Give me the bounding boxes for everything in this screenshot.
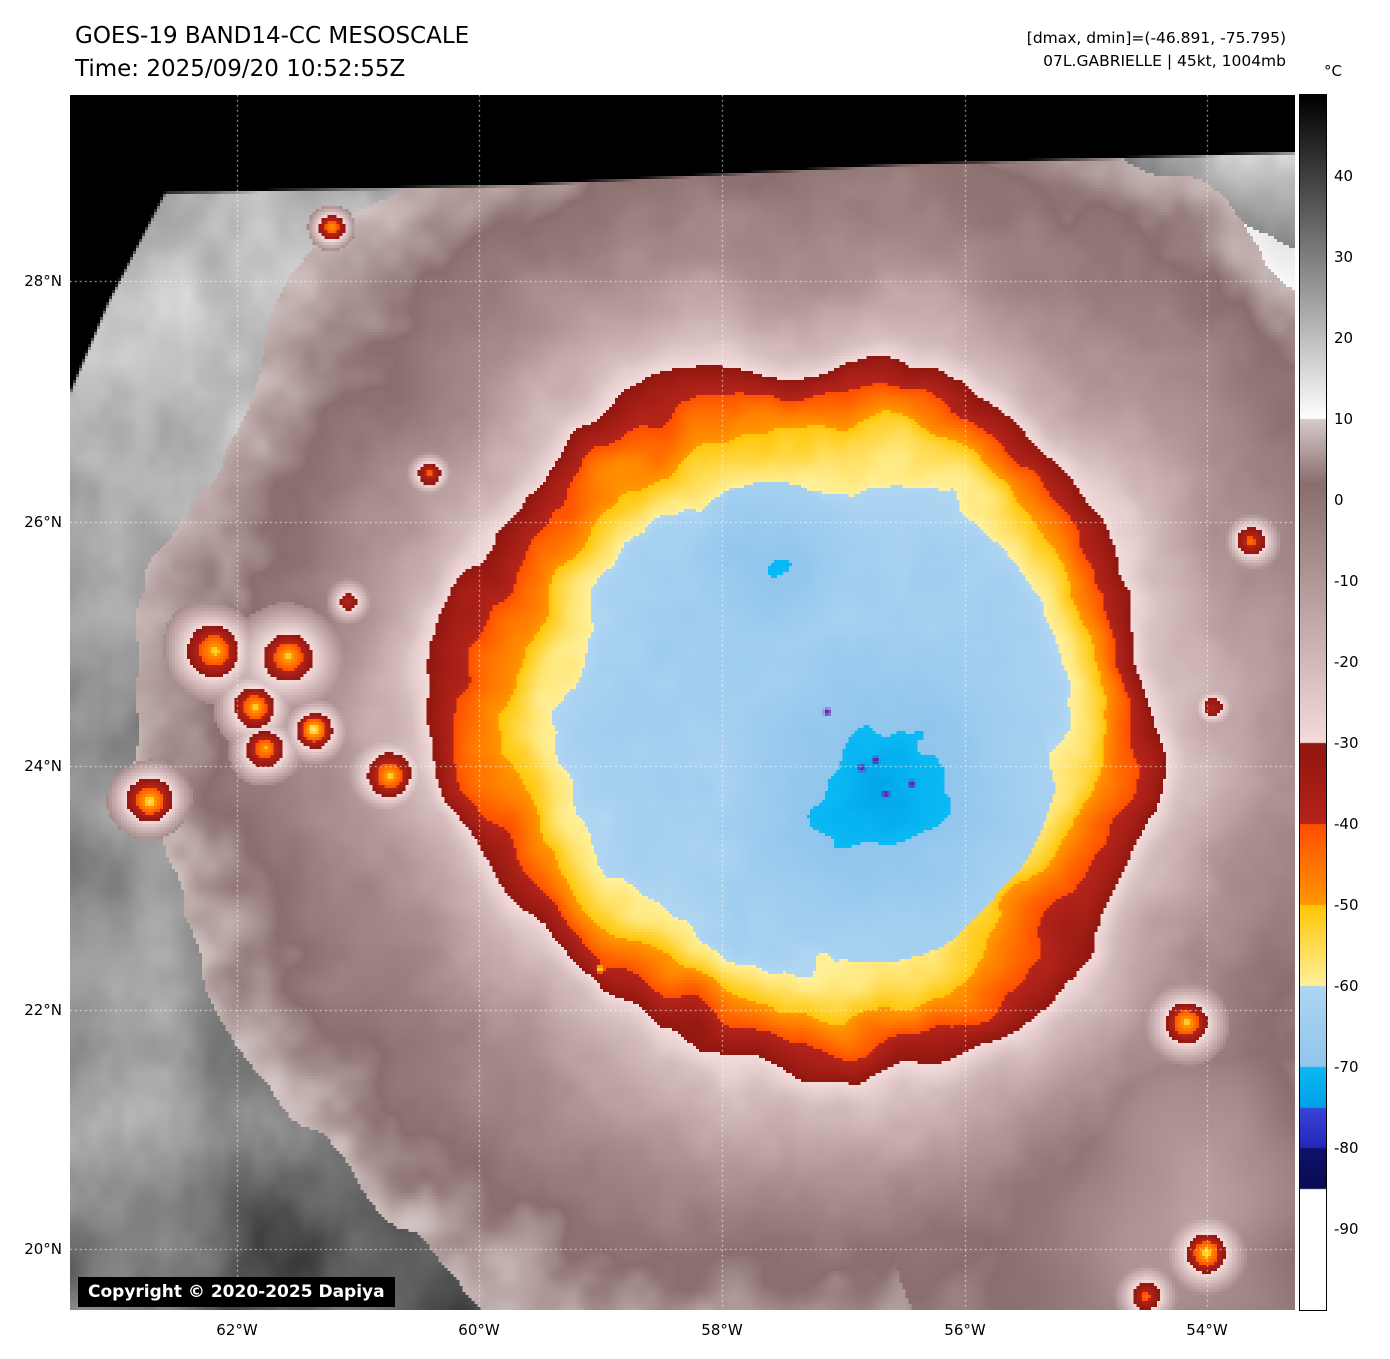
lon-label-58°W: 58°W <box>701 1321 743 1339</box>
colorbar-tick--20: -20 <box>1334 653 1359 671</box>
colorbar-tick--10: -10 <box>1334 572 1359 590</box>
temperature-colorbar <box>1299 94 1327 1311</box>
colorbar-tick-10: 10 <box>1334 410 1354 428</box>
colorbar-unit-label: °C <box>1324 62 1342 80</box>
lat-label-28°N: 28°N <box>24 272 62 290</box>
info-block: [dmax, dmin]=(-46.891, -75.795) 07L.GABR… <box>1027 27 1286 73</box>
satellite-map: Copyright © 2020-2025 Dapiya <box>70 95 1295 1310</box>
colorbar-tick--60: -60 <box>1334 977 1359 995</box>
copyright-label: Copyright © 2020-2025 Dapiya <box>78 1277 395 1307</box>
colorbar-tick-30: 30 <box>1334 248 1354 266</box>
colorbar-tick--50: -50 <box>1334 896 1359 914</box>
colorbar-tick--70: -70 <box>1334 1058 1359 1076</box>
colorbar-tick--40: -40 <box>1334 815 1359 833</box>
product-title: GOES-19 BAND14-CC MESOSCALE <box>75 23 470 49</box>
colorbar-tick-20: 20 <box>1334 329 1354 347</box>
lat-label-22°N: 22°N <box>24 1001 62 1019</box>
lat-label-20°N: 20°N <box>24 1240 62 1258</box>
title-block: GOES-19 BAND14-CC MESOSCALE Time: 2025/0… <box>75 20 469 86</box>
latlon-grid-canvas <box>70 95 1295 1310</box>
range-info: [dmax, dmin]=(-46.891, -75.795) <box>1026 29 1286 47</box>
colorbar-tick-40: 40 <box>1334 167 1354 185</box>
lon-label-56°W: 56°W <box>944 1321 986 1339</box>
lon-label-60°W: 60°W <box>458 1321 500 1339</box>
lon-label-54°W: 54°W <box>1186 1321 1228 1339</box>
lat-label-24°N: 24°N <box>24 757 62 775</box>
colorbar-tick-0: 0 <box>1334 491 1344 509</box>
colorbar-tick--30: -30 <box>1334 734 1359 752</box>
lat-label-26°N: 26°N <box>24 513 62 531</box>
timestamp: Time: 2025/09/20 10:52:55Z <box>75 56 406 82</box>
storm-info: 07L.GABRIELLE | 45kt, 1004mb <box>1043 52 1286 70</box>
colorbar-tick--80: -80 <box>1334 1139 1359 1157</box>
lon-label-62°W: 62°W <box>216 1321 258 1339</box>
colorbar-tick--90: -90 <box>1334 1220 1359 1238</box>
